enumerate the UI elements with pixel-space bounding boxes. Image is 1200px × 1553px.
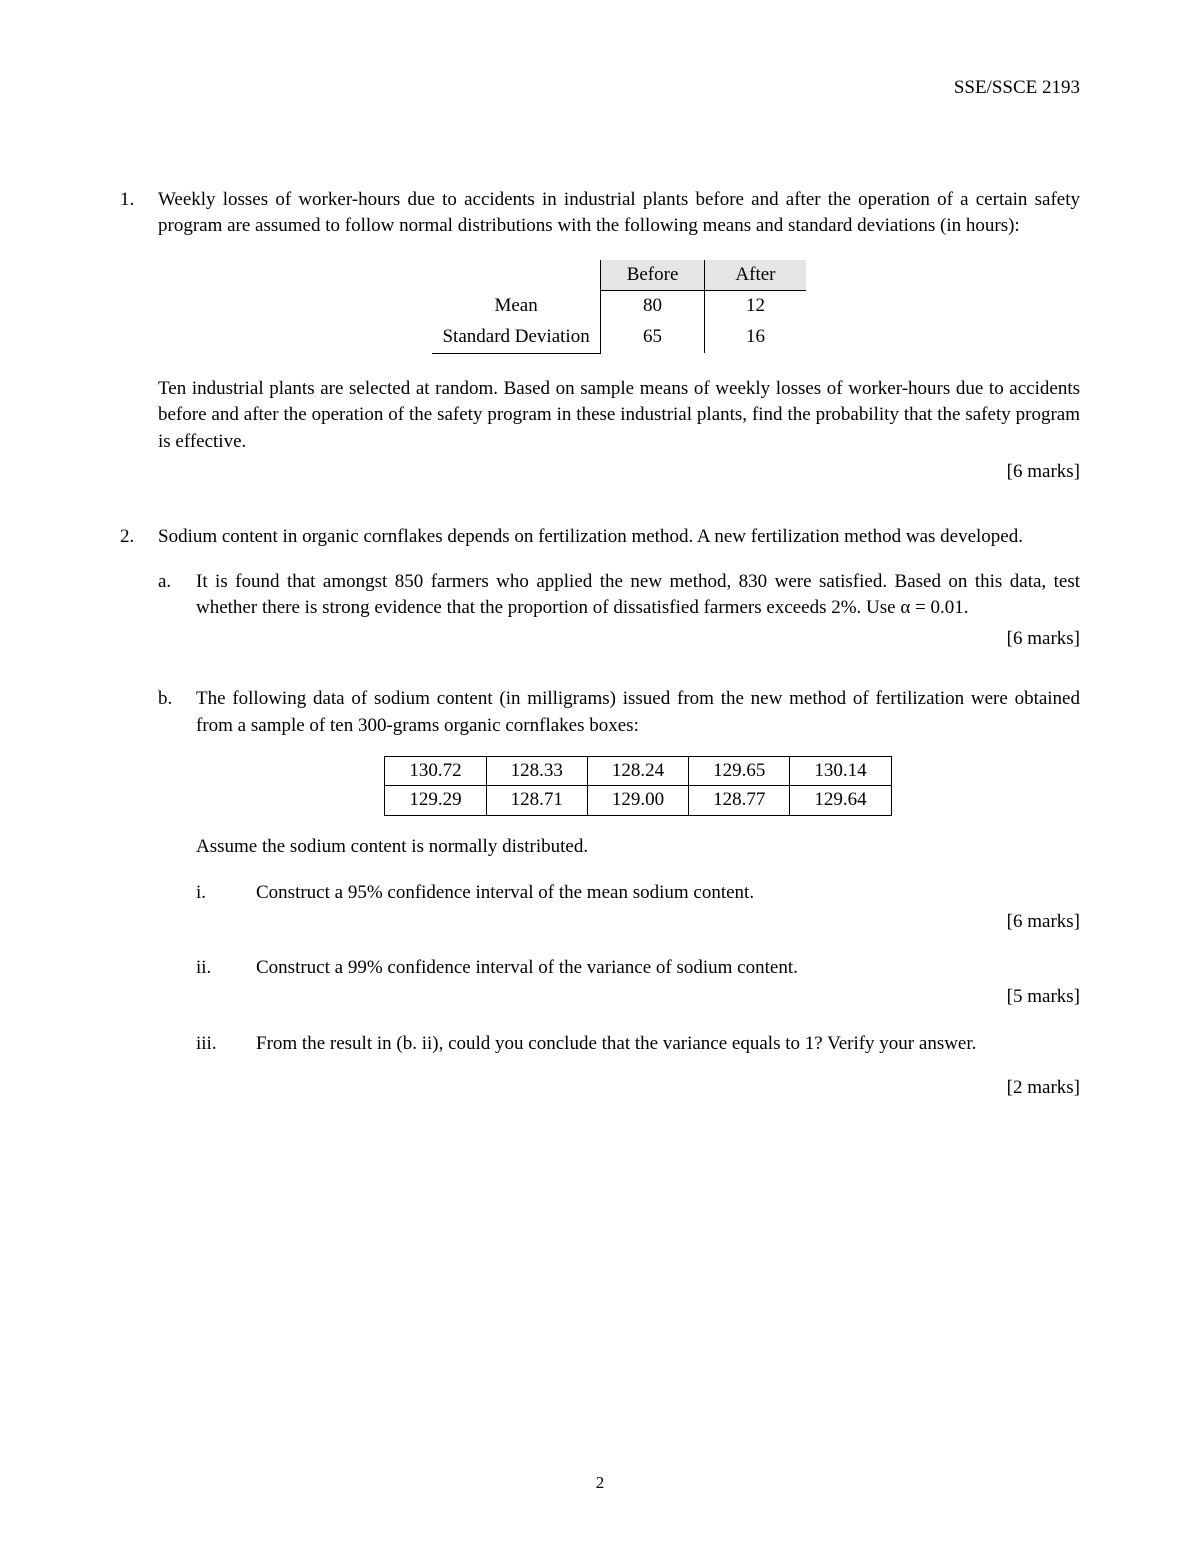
q2-intro: Sodium content in organic cornflakes dep…: [158, 524, 1080, 551]
q2b-body: The following data of sodium content (in…: [196, 686, 1080, 1122]
data-r2c3: 129.00: [587, 786, 688, 816]
mean-after: 12: [705, 291, 806, 322]
data-r2c2: 128.71: [486, 786, 587, 816]
q2b-iii-label: iii.: [196, 1031, 256, 1058]
question-2: 2. Sodium content in organic cornflakes …: [120, 524, 1080, 1128]
mean-before: 80: [600, 291, 705, 322]
data-r1c3: 128.24: [587, 756, 688, 786]
q2a-text: It is found that amongst 850 farmers who…: [196, 569, 1080, 622]
std-after: 16: [705, 322, 806, 353]
page-number: 2: [0, 1471, 1200, 1495]
q2b-ii-body: Construct a 99% confidence interval of t…: [256, 955, 1080, 982]
q2b-ii: ii. Construct a 99% confidence interval …: [196, 955, 1080, 982]
sodium-data-table: 130.72 128.33 128.24 129.65 130.14 129.2…: [384, 756, 891, 816]
data-r2c5: 129.64: [790, 786, 891, 816]
q2b-i-marks: [6 marks]: [196, 909, 1080, 936]
q1-text2: Ten industrial plants are selected at ra…: [158, 376, 1080, 456]
q2b-iii-body: From the result in (b. ii), could you co…: [256, 1031, 1080, 1058]
q2a-marks: [6 marks]: [196, 626, 1080, 653]
q2-number: 2.: [120, 524, 158, 1128]
course-code: SSE/SSCE 2193: [120, 75, 1080, 102]
q2b-label: b.: [158, 686, 196, 1122]
q2b-iii: iii. From the result in (b. ii), could y…: [196, 1031, 1080, 1058]
q1-body: Weekly losses of worker-hours due to acc…: [158, 187, 1080, 514]
q2b-text: The following data of sodium content (in…: [196, 686, 1080, 739]
row-std-label: Standard Deviation: [432, 322, 600, 353]
q1-number: 1.: [120, 187, 158, 514]
data-r2c4: 128.77: [689, 786, 790, 816]
q1-stats-table: Before After Mean 80 12 Standard Deviati…: [432, 260, 805, 354]
q2-body: Sodium content in organic cornflakes dep…: [158, 524, 1080, 1128]
q2a-body: It is found that amongst 850 farmers who…: [196, 569, 1080, 681]
q2b-ii-marks: [5 marks]: [196, 984, 1080, 1011]
q2b-ii-text: Construct a 99% confidence interval of t…: [256, 955, 1080, 982]
q2b-i-label: i.: [196, 880, 256, 907]
data-r1c4: 129.65: [689, 756, 790, 786]
q2b-iii-marks: [2 marks]: [196, 1075, 1080, 1102]
q2b-assume: Assume the sodium content is normally di…: [196, 834, 1080, 861]
col-after-header: After: [705, 260, 806, 291]
question-1: 1. Weekly losses of worker-hours due to …: [120, 187, 1080, 514]
q1-text: Weekly losses of worker-hours due to acc…: [158, 187, 1080, 240]
q1-marks: [6 marks]: [158, 459, 1080, 486]
q2b: b. The following data of sodium content …: [158, 686, 1080, 1122]
data-r1c5: 130.14: [790, 756, 891, 786]
data-r1c2: 128.33: [486, 756, 587, 786]
col-before-header: Before: [600, 260, 705, 291]
q2b-i: i. Construct a 95% confidence interval o…: [196, 880, 1080, 907]
q2a: a. It is found that amongst 850 farmers …: [158, 569, 1080, 681]
data-r1c1: 130.72: [385, 756, 486, 786]
q2b-ii-label: ii.: [196, 955, 256, 982]
std-before: 65: [600, 322, 705, 353]
row-mean-label: Mean: [432, 291, 600, 322]
q2a-label: a.: [158, 569, 196, 681]
data-r2c1: 129.29: [385, 786, 486, 816]
q2b-i-body: Construct a 95% confidence interval of t…: [256, 880, 1080, 907]
q2b-iii-text: From the result in (b. ii), could you co…: [256, 1031, 1080, 1058]
exam-page: SSE/SSCE 2193 1. Weekly losses of worker…: [0, 0, 1200, 1553]
q2b-i-text: Construct a 95% confidence interval of t…: [256, 880, 1080, 907]
